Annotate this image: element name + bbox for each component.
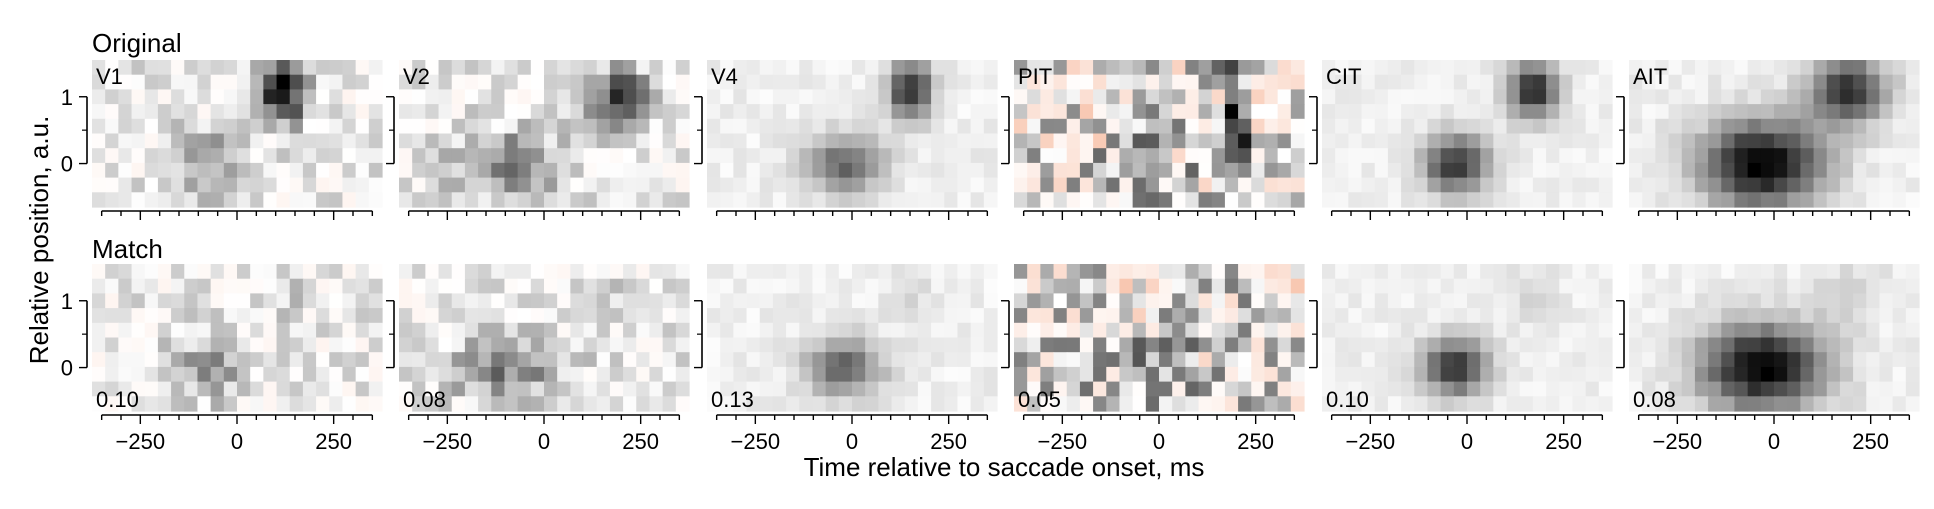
panel-match-pit: 0.05 −250 0 250 xyxy=(1001,264,1305,454)
y-tick-label: 0 xyxy=(61,356,73,381)
row-title-match: Match xyxy=(92,234,163,264)
panel-match-cit: 0.10 −250 0 250 xyxy=(1309,264,1613,454)
x-axis-label: Time relative to saccade onset, ms xyxy=(804,452,1205,482)
match-value: 0.05 xyxy=(1018,387,1061,412)
panel-label: V2 xyxy=(403,64,430,89)
panel-label: CIT xyxy=(1326,64,1361,89)
x-tick-label: −250 xyxy=(731,429,781,454)
row-title-original: Original xyxy=(92,28,182,58)
y-tick-label: 1 xyxy=(61,85,73,110)
y-tick-label: 1 xyxy=(61,289,73,314)
x-tick-label: 250 xyxy=(930,429,967,454)
x-tick-label: 0 xyxy=(231,429,243,454)
match-value: 0.10 xyxy=(1326,387,1369,412)
panel-original-ait: AIT xyxy=(1616,60,1920,220)
match-value: 0.08 xyxy=(1633,387,1676,412)
x-tick-label: −250 xyxy=(116,429,166,454)
x-tick-label: −250 xyxy=(1346,429,1396,454)
panel-original-pit: PIT xyxy=(1001,60,1305,220)
x-tick-label: 250 xyxy=(1237,429,1274,454)
x-tick-label: 250 xyxy=(622,429,659,454)
x-tick-label: 0 xyxy=(1153,429,1165,454)
match-value: 0.08 xyxy=(403,387,446,412)
panel-original-v4: V4 xyxy=(694,60,998,220)
panel-original-v1: V1 0 1 xyxy=(61,60,383,220)
x-tick-label: 0 xyxy=(1461,429,1473,454)
match-value: 0.10 xyxy=(96,387,139,412)
y-axis-label: Relative position, a.u. xyxy=(24,116,54,365)
panel-match-v2: 0.08 −250 0 250 xyxy=(386,264,690,454)
panel-label: V1 xyxy=(96,64,123,89)
match-value: 0.13 xyxy=(711,387,754,412)
x-tick-label: −250 xyxy=(1038,429,1088,454)
panel-label: AIT xyxy=(1633,64,1667,89)
x-tick-label: 0 xyxy=(1768,429,1780,454)
panel-label: V4 xyxy=(711,64,738,89)
x-tick-label: −250 xyxy=(1653,429,1703,454)
panel-label: PIT xyxy=(1018,64,1052,89)
x-tick-label: 0 xyxy=(846,429,858,454)
panel-original-v2: V2 xyxy=(386,60,690,220)
panel-match-v4: 0.13 −250 0 250 xyxy=(694,264,998,454)
x-tick-label: 250 xyxy=(1852,429,1889,454)
panel-original-cit: CIT xyxy=(1309,60,1613,220)
panel-match-ait: 0.08 −250 0 250 xyxy=(1616,264,1920,454)
x-tick-label: 250 xyxy=(1545,429,1582,454)
x-tick-label: −250 xyxy=(423,429,473,454)
x-tick-label: 0 xyxy=(538,429,550,454)
x-tick-label: 250 xyxy=(315,429,352,454)
y-tick-label: 0 xyxy=(61,152,73,177)
panel-match-v1: 0.10 −250 0 250 0 1 xyxy=(61,264,383,454)
